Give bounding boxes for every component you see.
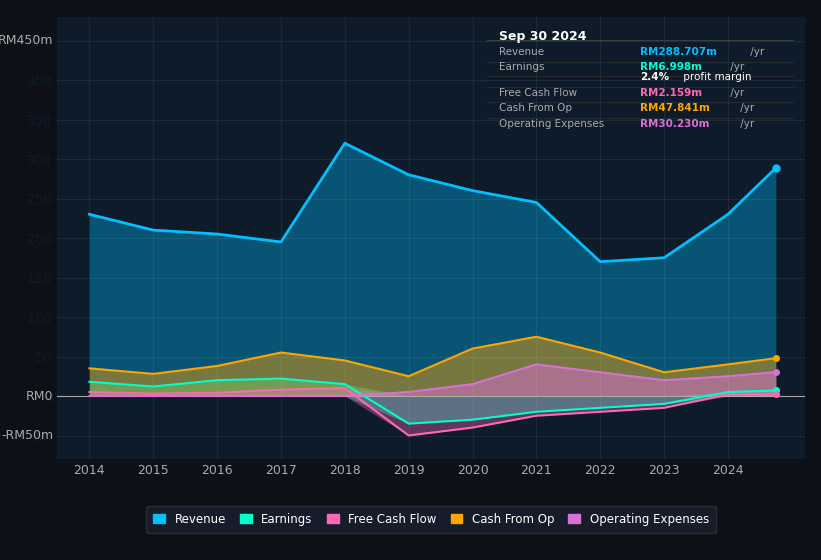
Text: Free Cash Flow: Free Cash Flow xyxy=(499,88,577,98)
Text: /yr: /yr xyxy=(737,119,754,129)
Text: Revenue: Revenue xyxy=(499,47,544,57)
Text: /yr: /yr xyxy=(737,104,754,114)
Legend: Revenue, Earnings, Free Cash Flow, Cash From Op, Operating Expenses: Revenue, Earnings, Free Cash Flow, Cash … xyxy=(146,506,716,533)
Text: RM6.998m: RM6.998m xyxy=(640,62,702,72)
Text: RM288.707m: RM288.707m xyxy=(640,47,718,57)
Text: Earnings: Earnings xyxy=(499,62,545,72)
Text: /yr: /yr xyxy=(727,62,745,72)
Text: -RM50m: -RM50m xyxy=(2,429,53,442)
Text: 2.4%: 2.4% xyxy=(640,72,669,82)
Text: RM450m: RM450m xyxy=(0,34,53,47)
Text: /yr: /yr xyxy=(747,47,764,57)
Text: RM30.230m: RM30.230m xyxy=(640,119,709,129)
Text: Operating Expenses: Operating Expenses xyxy=(499,119,604,129)
Text: /yr: /yr xyxy=(727,88,745,98)
Text: profit margin: profit margin xyxy=(680,72,751,82)
Text: RM2.159m: RM2.159m xyxy=(640,88,702,98)
Text: RM0: RM0 xyxy=(26,390,53,403)
Text: Cash From Op: Cash From Op xyxy=(499,104,572,114)
Text: RM47.841m: RM47.841m xyxy=(640,104,710,114)
Text: Sep 30 2024: Sep 30 2024 xyxy=(499,30,587,43)
